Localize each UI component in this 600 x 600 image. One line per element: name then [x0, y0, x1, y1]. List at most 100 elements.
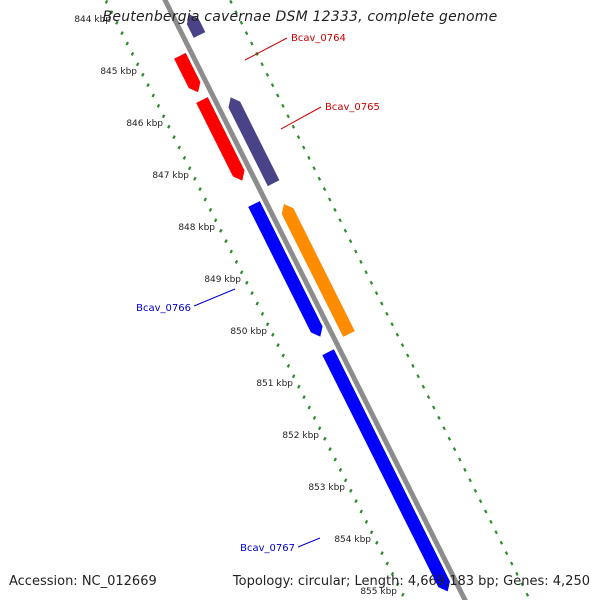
inner-tick-mark: [250, 291, 254, 296]
gene-label-leader-line: [244, 37, 288, 61]
kbp-tick-label: 847 kbp: [152, 171, 189, 181]
inner-tick-mark: [151, 93, 155, 98]
outer-tick-mark: [504, 551, 509, 556]
inner-tick-mark: [109, 10, 114, 15]
inner-tick-mark: [359, 509, 363, 514]
inner-tick-mark: [255, 301, 259, 306]
outer-tick-mark: [478, 499, 483, 504]
inner-tick-mark: [167, 124, 171, 129]
outer-tick-mark: [374, 291, 379, 296]
gene-label-leader-line: [297, 537, 321, 548]
outer-tick-mark: [416, 374, 420, 379]
outer-tick-mark: [317, 176, 322, 181]
inner-tick-mark: [187, 166, 192, 171]
outer-tick-mark: [432, 405, 436, 410]
outer-tick-mark: [302, 145, 306, 150]
outer-tick-mark: [265, 72, 270, 77]
outer-tick-mark: [322, 187, 327, 192]
gene-label-leader-line: [193, 288, 236, 307]
inner-tick-mark: [182, 155, 187, 160]
outer-tick-mark: [473, 488, 478, 493]
inner-tick-mark: [198, 187, 202, 192]
outer-tick-mark: [312, 166, 316, 171]
outer-tick-mark: [380, 301, 384, 306]
red-gene-0764: [174, 52, 201, 93]
outer-tick-mark: [395, 332, 400, 337]
outer-tick-mark: [494, 530, 498, 535]
genome-summary: Topology: circular; Length: 4,669,183 bp…: [232, 574, 590, 589]
outer-tick-mark: [411, 363, 415, 368]
outer-tick-mark: [452, 447, 457, 452]
inner-tick-mark: [156, 103, 161, 108]
inner-tick-mark: [385, 561, 389, 566]
gene-label: Bcav_0767: [240, 543, 295, 554]
inner-tick-mark: [401, 592, 405, 597]
outer-tick-mark: [421, 384, 426, 389]
kbp-tick-label: 855 kbp: [360, 587, 397, 597]
outer-tick-mark: [385, 311, 389, 316]
inner-tick-mark: [369, 530, 374, 535]
inner-tick-mark: [203, 197, 207, 202]
inner-tick-mark: [390, 571, 395, 576]
kbp-tick-label: 844 kbp: [74, 15, 111, 25]
inner-tick-mark: [297, 384, 301, 389]
inner-tick-mark: [161, 114, 166, 119]
outer-tick-mark: [406, 353, 410, 358]
inner-tick-mark: [265, 322, 270, 327]
outer-tick-mark: [276, 93, 280, 98]
inner-tick-mark: [380, 551, 384, 556]
outer-tick-mark: [333, 207, 337, 212]
gene-label: Bcav_0764: [291, 33, 346, 44]
inner-tick-mark: [208, 207, 213, 212]
inner-tick-mark: [260, 311, 265, 316]
inner-tick-mark: [333, 457, 337, 462]
kbp-tick-label: 854 kbp: [334, 535, 371, 545]
outer-tick-mark: [463, 467, 467, 472]
outer-tick-mark: [447, 436, 452, 441]
inner-tick-mark: [317, 426, 322, 431]
outer-tick-mark: [328, 197, 332, 202]
inner-tick-mark: [354, 499, 358, 504]
kbp-tick-label: 850 kbp: [230, 327, 267, 337]
outer-tick-mark: [307, 155, 311, 160]
inner-tick-mark: [234, 259, 239, 264]
blue-gene-0766: [248, 201, 323, 337]
outer-tick-mark: [468, 478, 472, 483]
outer-tick-mark: [442, 426, 446, 431]
outer-tick-mark: [510, 561, 514, 566]
purple-gene-0764: [186, 14, 206, 38]
inner-tick-mark: [343, 478, 348, 483]
outer-tick-mark: [354, 249, 358, 254]
inner-tick-mark: [302, 395, 306, 400]
inner-tick-mark: [130, 51, 135, 56]
purple-gene-0765: [228, 97, 280, 187]
gene-label: Bcav_0766: [136, 303, 191, 314]
outer-tick-mark: [437, 415, 441, 420]
orange-gene-0766: [281, 204, 355, 337]
outer-tick-mark: [520, 582, 524, 587]
outer-tick-mark: [525, 592, 530, 597]
outer-tick-mark: [343, 228, 348, 233]
inner-tick-mark: [135, 62, 140, 67]
inner-tick-mark: [177, 145, 181, 150]
inner-tick-mark: [307, 405, 311, 410]
outer-tick-mark: [239, 20, 244, 25]
outer-tick-mark: [281, 103, 285, 108]
outer-tick-mark: [270, 83, 275, 88]
inner-tick-mark: [120, 31, 124, 36]
kbp-tick-label: 851 kbp: [256, 379, 293, 389]
blue-gene-0767: [322, 349, 450, 592]
red-gene-0765: [196, 97, 245, 181]
outer-tick-mark: [291, 124, 296, 129]
outer-tick-mark: [338, 218, 342, 223]
inner-tick-mark: [364, 519, 369, 524]
inner-tick-mark: [291, 374, 296, 379]
inner-tick-mark: [281, 353, 285, 358]
kbp-tick-label: 846 kbp: [126, 119, 163, 129]
inner-tick-mark: [245, 280, 249, 285]
outer-tick-mark: [359, 259, 363, 264]
outer-tick-mark: [296, 135, 301, 140]
gene-label: Bcav_0765: [325, 102, 380, 113]
